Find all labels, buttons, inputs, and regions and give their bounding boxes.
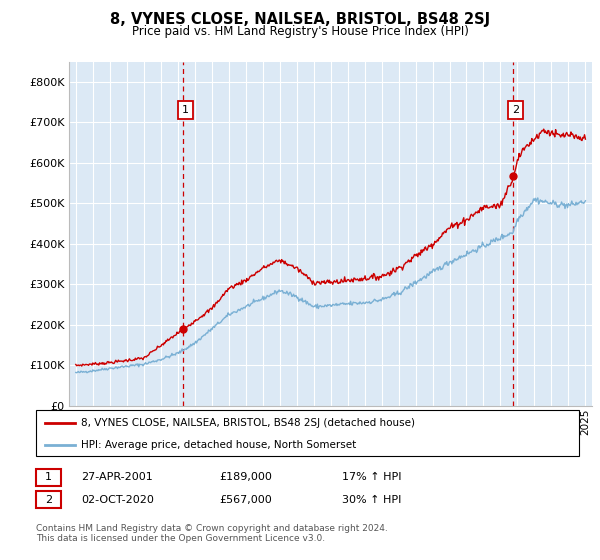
Text: 02-OCT-2020: 02-OCT-2020 <box>81 494 154 505</box>
Text: Contains HM Land Registry data © Crown copyright and database right 2024.
This d: Contains HM Land Registry data © Crown c… <box>36 524 388 543</box>
Point <box>508 172 518 181</box>
Text: 1: 1 <box>182 105 189 115</box>
Text: 27-APR-2001: 27-APR-2001 <box>81 472 153 482</box>
Text: 2: 2 <box>512 105 520 115</box>
Text: 8, VYNES CLOSE, NAILSEA, BRISTOL, BS48 2SJ (detached house): 8, VYNES CLOSE, NAILSEA, BRISTOL, BS48 2… <box>81 418 415 428</box>
Text: £567,000: £567,000 <box>219 494 272 505</box>
Text: 8, VYNES CLOSE, NAILSEA, BRISTOL, BS48 2SJ: 8, VYNES CLOSE, NAILSEA, BRISTOL, BS48 2… <box>110 12 490 27</box>
Text: 1: 1 <box>45 472 52 482</box>
Text: HPI: Average price, detached house, North Somerset: HPI: Average price, detached house, Nort… <box>81 440 356 450</box>
Text: 30% ↑ HPI: 30% ↑ HPI <box>342 494 401 505</box>
Text: £189,000: £189,000 <box>219 472 272 482</box>
Text: 2: 2 <box>45 494 52 505</box>
Text: 17% ↑ HPI: 17% ↑ HPI <box>342 472 401 482</box>
Point <box>178 325 188 334</box>
Text: Price paid vs. HM Land Registry's House Price Index (HPI): Price paid vs. HM Land Registry's House … <box>131 25 469 38</box>
